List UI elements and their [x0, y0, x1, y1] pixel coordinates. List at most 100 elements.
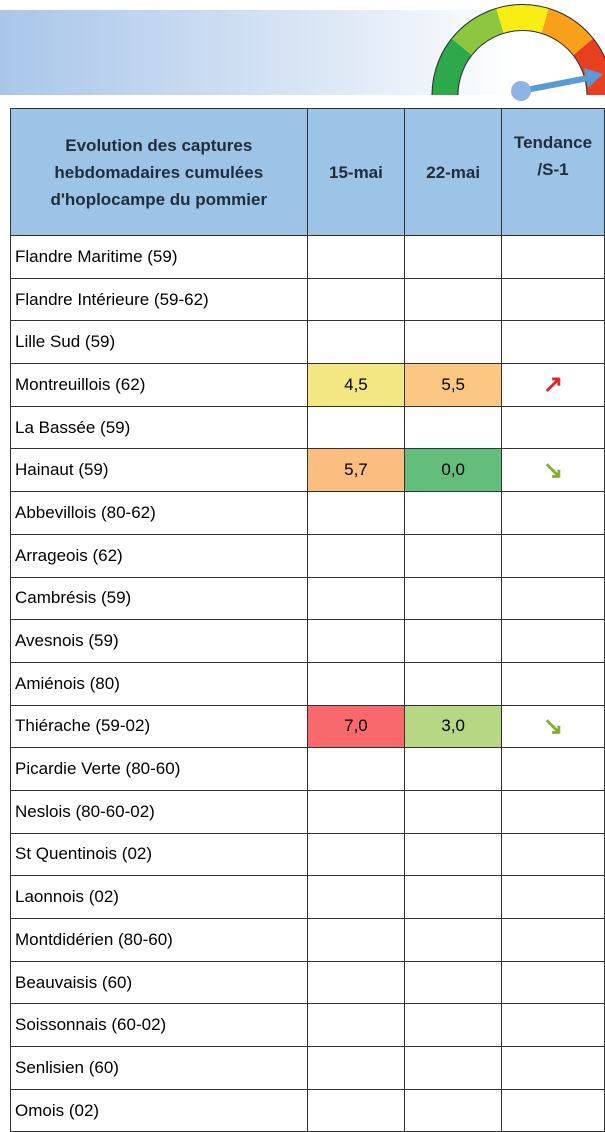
table-row: Hainaut (59) 5,7 0,0 ↘ [10, 448, 605, 493]
trend-cell [501, 619, 605, 663]
value-cell [306, 789, 406, 834]
value-cell: 7,0 [306, 704, 406, 749]
trend-cell [501, 832, 605, 877]
table-row: Arrageois (62) [10, 533, 605, 578]
table-row: Abbevillois (80-62) [10, 491, 605, 535]
trend-cell [501, 1003, 605, 1048]
region-name: Thiérache (59-02) [10, 704, 308, 749]
value-cell [306, 235, 406, 279]
value-cell [306, 1046, 406, 1090]
region-name: Cambrésis (59) [10, 576, 308, 621]
trend-cell: ↗ [501, 363, 605, 407]
value-cell [306, 619, 406, 663]
value-cell [404, 1088, 503, 1132]
value-cell [404, 405, 503, 450]
table-row: St Quentinois (02) [10, 832, 605, 877]
value-cell [306, 875, 406, 919]
value-cell: 3,0 [404, 704, 503, 749]
region-name: Soissonnais (60-02) [10, 1003, 308, 1048]
table-row: La Bassée (59) [10, 405, 605, 450]
table-row: Flandre Maritime (59) [10, 235, 605, 279]
region-name: Montreuillois (62) [10, 363, 308, 407]
gauge-icon [431, 4, 605, 101]
value-cell: 4,5 [306, 363, 406, 407]
trend-cell: ↘ [501, 448, 605, 493]
table-row: Picardie Verte (80-60) [10, 747, 605, 791]
table-row: Senlisien (60) [10, 1046, 605, 1090]
trend-cell [501, 1088, 605, 1132]
value-cell [404, 533, 503, 578]
value-cell [404, 320, 503, 365]
value-cell [404, 491, 503, 535]
region-name: Hainaut (59) [10, 448, 308, 493]
region-name: Avesnois (59) [10, 619, 308, 663]
table-row: Beauvaisis (60) [10, 960, 605, 1005]
region-name: Senlisien (60) [10, 1046, 308, 1090]
region-name: Omois (02) [10, 1088, 308, 1132]
value-cell [306, 832, 406, 877]
page: Evolution des captures hebdomadaires cum… [0, 4, 605, 1132]
table-row: Thiérache (59-02) 7,0 3,0 ↘ [10, 704, 605, 749]
region-name: Flandre Intérieure (59-62) [10, 277, 308, 322]
value-cell [404, 576, 503, 621]
table-row: Avesnois (59) [10, 619, 605, 663]
trend-cell [501, 1046, 605, 1090]
value-cell [306, 491, 406, 535]
table-row: Montreuillois (62) 4,5 5,5 ↗ [10, 363, 605, 407]
table-row: Lille Sud (59) [10, 320, 605, 365]
value-cell [404, 832, 503, 877]
region-name: Flandre Maritime (59) [10, 235, 308, 279]
value-cell [404, 875, 503, 919]
value-cell: 5,7 [306, 448, 406, 493]
value-cell [404, 789, 503, 834]
trend-cell [501, 789, 605, 834]
trend-cell [501, 320, 605, 365]
value-cell [306, 960, 406, 1005]
table-row: Omois (02) [10, 1088, 605, 1132]
value-cell [404, 277, 503, 322]
header-cell: Tendance /S-1 [501, 108, 605, 236]
table-row: Amiénois (80) [10, 661, 605, 706]
value-cell [306, 661, 406, 706]
value-cell [404, 661, 503, 706]
trend-cell [501, 960, 605, 1005]
region-name: St Quentinois (02) [10, 832, 308, 877]
region-name: Neslois (80-60-02) [10, 789, 308, 834]
value-cell: 5,5 [404, 363, 503, 407]
trend-cell [501, 875, 605, 919]
value-cell [306, 918, 406, 962]
trend-cell [501, 576, 605, 621]
table-row: Cambrésis (59) [10, 576, 605, 621]
region-name: Laonnois (02) [10, 875, 308, 919]
table-row: Montdidérien (80-60) [10, 918, 605, 962]
header-cell: Evolution des captures hebdomadaires cum… [10, 108, 308, 236]
trend-cell: ↘ [501, 704, 605, 749]
trend-cell [501, 277, 605, 322]
trend-cell [501, 235, 605, 279]
value-cell [306, 1003, 406, 1048]
value-cell [404, 918, 503, 962]
value-cell [306, 747, 406, 791]
table-row: Neslois (80-60-02) [10, 789, 605, 834]
trend-cell [501, 918, 605, 962]
table-row: Soissonnais (60-02) [10, 1003, 605, 1048]
value-cell [404, 1003, 503, 1048]
value-cell [306, 405, 406, 450]
value-cell [404, 747, 503, 791]
region-name: Amiénois (80) [10, 661, 308, 706]
value-cell [404, 960, 503, 1005]
header-cell: 22-mai [404, 108, 503, 236]
trend-cell [501, 491, 605, 535]
trend-cell [501, 405, 605, 450]
value-cell [306, 320, 406, 365]
value-cell [306, 1088, 406, 1132]
captures-table: Evolution des captures hebdomadaires cum… [10, 108, 605, 1132]
value-cell: 0,0 [404, 448, 503, 493]
header-cell: 15-mai [306, 108, 406, 236]
table-row: Laonnois (02) [10, 875, 605, 919]
region-name: Beauvaisis (60) [10, 960, 308, 1005]
value-cell [404, 619, 503, 663]
region-name: Montdidérien (80-60) [10, 918, 308, 962]
trend-cell [501, 661, 605, 706]
value-cell [306, 533, 406, 578]
